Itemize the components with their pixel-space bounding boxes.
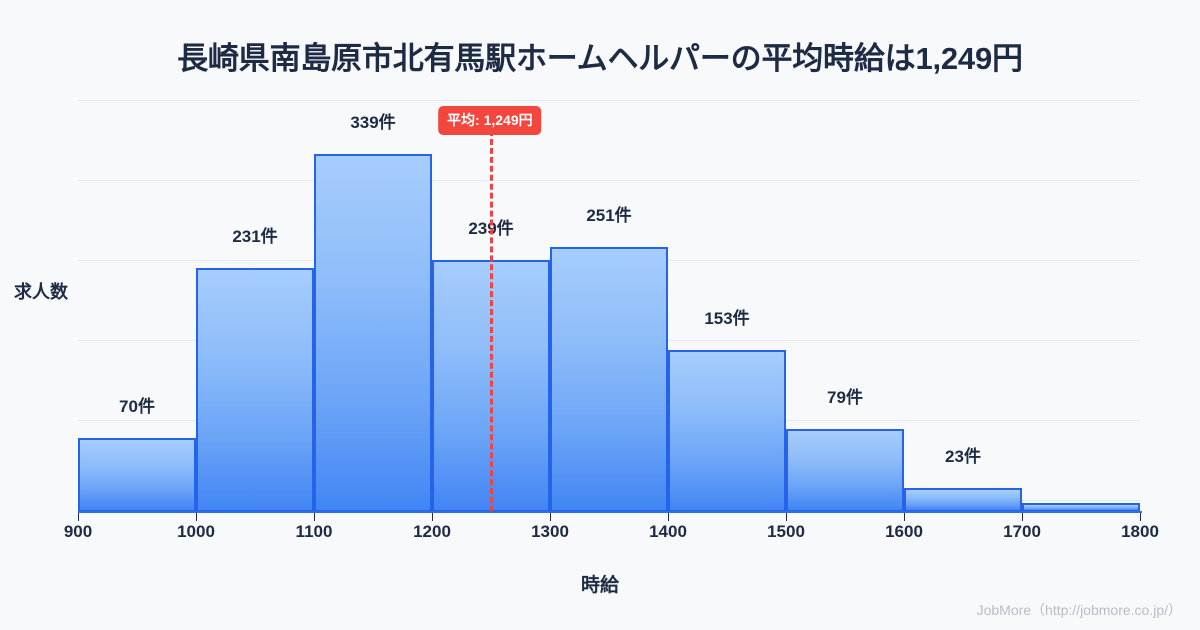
bar-value-label: 153件 — [704, 309, 750, 329]
histogram-bar[interactable] — [904, 487, 1022, 512]
bar-value-label: 231件 — [232, 226, 278, 246]
bar-value-label: 79件 — [827, 387, 863, 407]
gridline — [78, 180, 1140, 181]
x-tick-mark — [78, 513, 79, 521]
histogram-bar[interactable] — [78, 438, 196, 512]
gridline — [78, 100, 1140, 101]
y-axis-label: 求人数 — [14, 282, 68, 302]
histogram-bar[interactable] — [196, 267, 314, 512]
x-tick-label: 1100 — [295, 522, 333, 541]
average-line — [489, 130, 493, 512]
x-tick-mark — [786, 513, 787, 521]
x-tick-label: 1500 — [767, 522, 805, 541]
average-badge: 平均: 1,249円 — [438, 106, 542, 135]
x-tick-mark — [550, 513, 551, 521]
bar-value-label: 339件 — [350, 112, 396, 132]
x-tick-mark — [668, 513, 669, 521]
x-tick-label: 1700 — [1003, 522, 1041, 541]
x-tick-label: 1400 — [649, 522, 687, 541]
x-tick-label: 1200 — [413, 522, 451, 541]
x-tick-label: 1000 — [177, 522, 215, 541]
x-tick-mark — [432, 513, 433, 521]
bar-value-label: 70件 — [119, 397, 155, 417]
bar-value-label: 23件 — [945, 446, 981, 466]
watermark: JobMore（http://jobmore.co.jp/） — [976, 602, 1182, 618]
x-axis-label: 時給 — [580, 575, 619, 596]
chart-title: 長崎県南島原市北有馬駅ホームヘルパーの平均時給は1,249円 — [177, 41, 1023, 76]
histogram-bar[interactable] — [786, 428, 904, 512]
x-tick-mark — [904, 513, 905, 521]
bar-value-label: 251件 — [586, 205, 632, 225]
x-tick-label: 900 — [63, 522, 93, 541]
x-tick-label: 1300 — [531, 522, 569, 541]
x-axis-line — [78, 511, 1142, 513]
x-tick-mark — [314, 513, 315, 521]
x-tick-mark — [196, 513, 197, 521]
histogram-bar[interactable] — [668, 350, 786, 512]
histogram-bar[interactable] — [550, 246, 668, 512]
x-tick-mark — [1140, 513, 1141, 521]
x-tick-label: 1800 — [1121, 522, 1159, 541]
x-tick-label: 1600 — [885, 522, 923, 541]
x-tick-mark — [1022, 513, 1023, 521]
plot-area: 70件 231件 339件 239件 251件 153件 79件 23件 平均: 1,249円 — [78, 100, 1140, 512]
histogram-bar[interactable] — [314, 153, 432, 512]
